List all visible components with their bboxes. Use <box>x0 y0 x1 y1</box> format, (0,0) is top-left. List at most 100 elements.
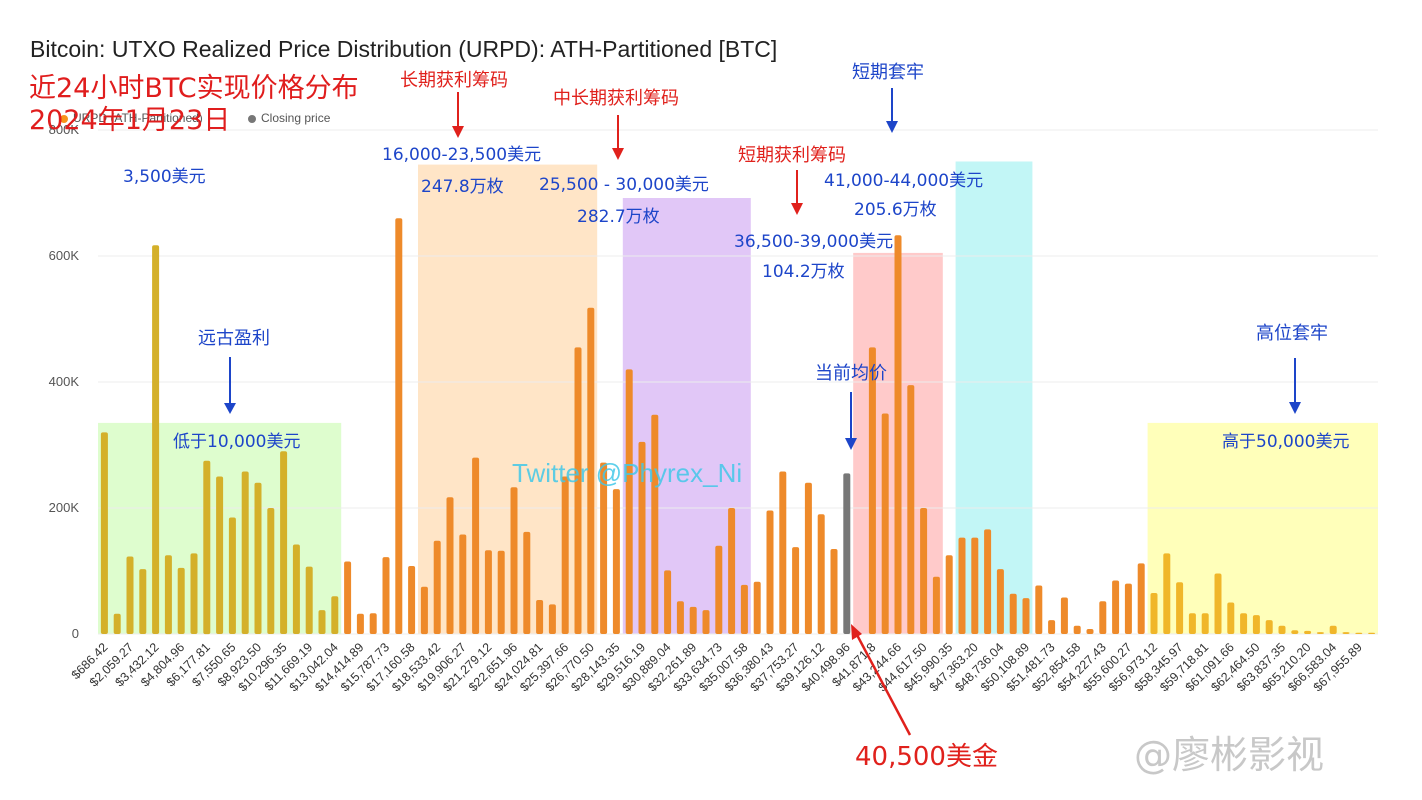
bar <box>702 610 710 634</box>
bar <box>420 586 428 635</box>
bar <box>1214 573 1222 634</box>
arrow-current-avg-head <box>845 438 857 450</box>
bar <box>996 569 1004 634</box>
arrow-trapped-head <box>886 121 898 133</box>
bar <box>625 369 633 634</box>
bar <box>164 555 172 635</box>
bar <box>753 581 761 634</box>
bar <box>894 235 902 634</box>
bar <box>1035 585 1043 634</box>
bar <box>395 218 403 634</box>
bar <box>1048 620 1056 634</box>
bar <box>113 613 121 634</box>
bar <box>433 540 441 634</box>
longterm-amount: 247.8万枚 <box>421 177 504 197</box>
bar <box>139 569 147 634</box>
bar <box>459 534 467 634</box>
logo-text: @廖彬影视 <box>1134 733 1325 777</box>
bar <box>472 457 480 634</box>
legend-urpd-label: URPD (ATH-Partitioned) <box>73 111 203 125</box>
midlong-label: 中长期获利筹码 <box>553 88 679 109</box>
bar <box>305 566 313 634</box>
bar <box>318 610 326 634</box>
bar <box>382 557 390 634</box>
bar <box>408 566 416 634</box>
annotation-arrows <box>224 88 1301 736</box>
bar <box>766 510 774 634</box>
arrow-shortterm-head <box>791 203 803 215</box>
bar <box>1163 553 1171 634</box>
midlong-amount: 282.7万枚 <box>577 207 660 227</box>
bar <box>689 606 697 634</box>
bar <box>920 508 928 634</box>
bar <box>190 553 198 634</box>
bar <box>280 451 288 634</box>
bar <box>523 531 531 634</box>
bar <box>126 556 134 634</box>
legend-closing-label: Closing price <box>261 111 331 125</box>
bar <box>1329 625 1337 634</box>
closing-price-bar <box>843 473 851 634</box>
bar <box>177 567 185 634</box>
bar <box>1099 601 1107 634</box>
arrow-longterm-head <box>452 126 464 138</box>
longterm-range: 16,000-23,500美元 <box>382 145 542 165</box>
bar <box>1304 630 1312 634</box>
ancient-profit-label: 远古盈利 <box>198 328 270 349</box>
y-tick-label: 800K <box>49 122 80 137</box>
bar <box>715 545 723 634</box>
arrow-ancient-head <box>224 403 236 414</box>
bar <box>536 600 544 634</box>
bar <box>1240 613 1248 634</box>
bar <box>497 550 505 634</box>
bar <box>356 613 364 634</box>
shortterm-range: 36,500-39,000美元 <box>734 232 894 252</box>
bar <box>1227 602 1235 634</box>
bar <box>1342 632 1350 634</box>
bar <box>216 476 224 634</box>
bar <box>1124 583 1132 634</box>
bar <box>228 517 236 634</box>
shortterm-label: 短期获利筹码 <box>738 145 846 166</box>
bar <box>868 347 876 634</box>
bar <box>1278 625 1286 634</box>
bar <box>344 561 352 634</box>
x-axis-ticks: $686.42$2,059.27$3,432.12$4,804.96$6,177… <box>69 640 1365 694</box>
bar <box>1368 632 1376 634</box>
bar <box>1316 632 1324 634</box>
bar <box>1176 582 1184 634</box>
current-avg-label: 当前均价 <box>815 363 887 384</box>
bar <box>881 413 889 634</box>
bar <box>1073 625 1081 634</box>
bar <box>945 555 953 635</box>
shortterm-amount: 104.2万枚 <box>762 262 845 282</box>
region-trapped <box>955 161 1033 634</box>
bar <box>292 544 300 634</box>
y-tick-label: 0 <box>72 626 79 641</box>
bar <box>932 576 940 634</box>
bar <box>1291 630 1299 634</box>
bar <box>254 482 262 634</box>
bar <box>587 307 595 634</box>
bar <box>1188 613 1196 634</box>
ancient-value: 3,500美元 <box>123 167 206 187</box>
chart-title: Bitcoin: UTXO Realized Price Distributio… <box>30 36 778 62</box>
bar <box>779 471 787 634</box>
bar <box>1060 597 1068 634</box>
arrow-midlong-head <box>612 148 624 160</box>
bar <box>817 514 825 634</box>
overlay-title: 近24小时BTC实现价格分布 <box>29 73 359 104</box>
legend-urpd-swatch <box>60 114 68 123</box>
bar <box>1086 629 1094 634</box>
bar <box>728 508 736 634</box>
bar <box>612 489 620 634</box>
bar <box>331 596 339 634</box>
bar <box>1112 580 1120 634</box>
y-gridlines <box>98 129 1378 635</box>
bar <box>369 613 377 634</box>
bar <box>958 537 966 634</box>
bar <box>1265 620 1273 634</box>
bar <box>830 549 838 634</box>
high-range: 高于50,000美元 <box>1222 432 1350 452</box>
